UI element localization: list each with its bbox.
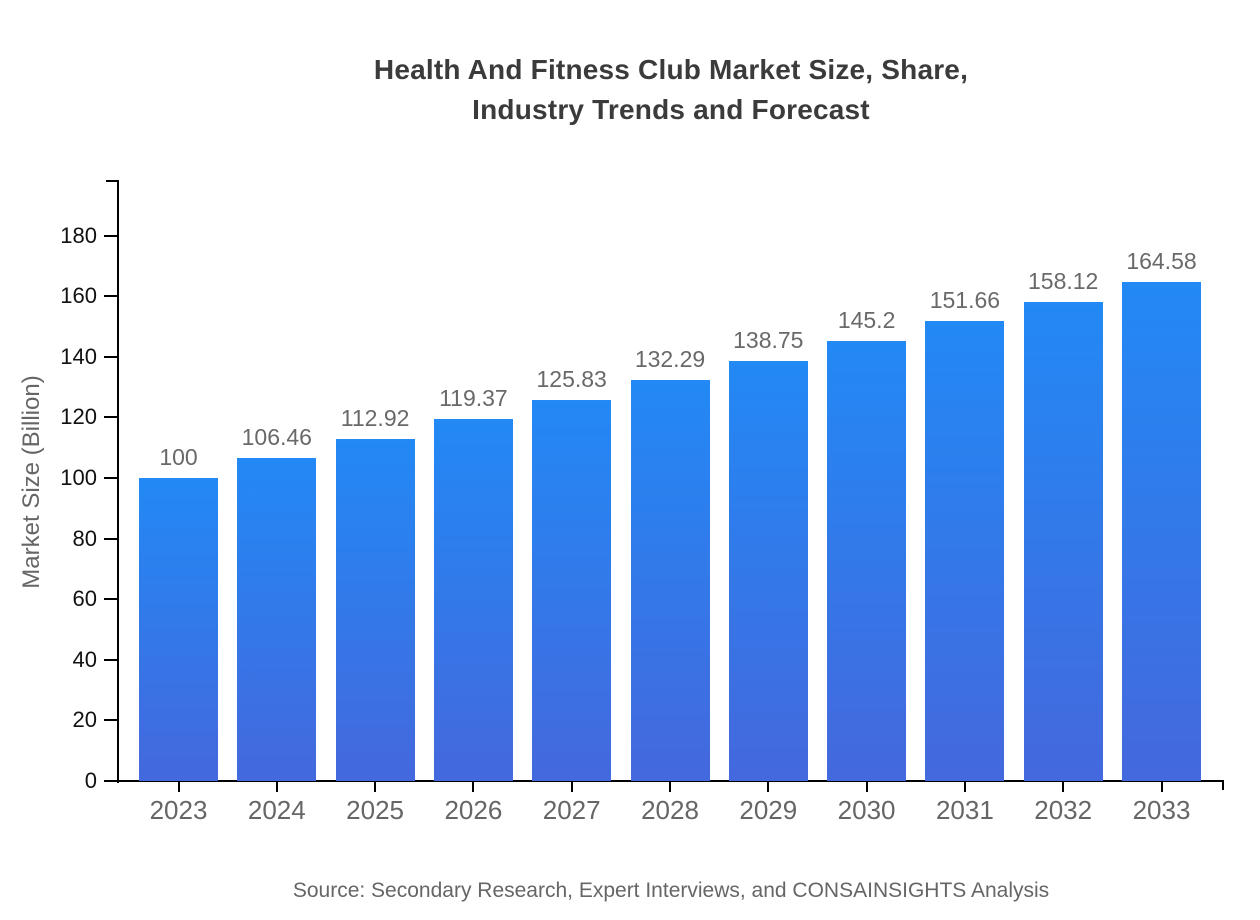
x-tick-label: 2023	[149, 795, 208, 825]
y-tick	[104, 719, 117, 722]
x-tick-label: 2025	[346, 795, 405, 825]
bar-value-label: 138.75	[733, 326, 804, 353]
x-tick	[1160, 782, 1163, 792]
y-tick-label: 60	[72, 586, 97, 612]
y-tick-label: 140	[60, 343, 97, 369]
bar	[1122, 282, 1201, 781]
y-tick-label: 180	[60, 222, 97, 248]
bar	[728, 360, 808, 781]
y-tick	[104, 476, 117, 479]
x-tick	[963, 782, 966, 792]
y-tick	[104, 537, 117, 540]
bar	[630, 380, 710, 781]
x-tick-label: 2028	[641, 795, 699, 825]
bar	[433, 419, 513, 781]
y-tick	[104, 416, 117, 419]
x-tick-label: 2033	[1132, 795, 1191, 825]
y-tick-label: 20	[72, 707, 97, 733]
y-tick	[104, 234, 117, 237]
x-tick	[177, 782, 180, 792]
y-axis-line	[117, 180, 119, 783]
bar	[335, 438, 415, 781]
x-tick	[374, 782, 377, 792]
y-tick	[104, 780, 117, 782]
y-tick-label: 120	[60, 404, 97, 430]
bar-value-label: 158.12	[1028, 267, 1099, 294]
bar-value-label: 125.83	[536, 365, 607, 392]
x-tick-label: 2030	[837, 795, 896, 825]
y-tick-label: 100	[60, 464, 97, 490]
y-tick-label: 80	[72, 525, 97, 551]
source-note: Source: Secondary Research, Expert Inter…	[292, 879, 1050, 902]
x-tick	[767, 782, 770, 792]
x-tick-label: 2032	[1034, 795, 1093, 825]
x-tick	[1062, 782, 1065, 792]
bar-value-label: 145.2	[837, 306, 896, 333]
bar-value-label: 151.66	[929, 287, 1001, 314]
bar-value-label: 106.46	[241, 424, 312, 451]
bar	[925, 321, 1005, 781]
bar-value-label: 132.29	[634, 346, 706, 373]
x-tick-label: 2024	[247, 795, 306, 825]
x-tick	[472, 782, 475, 792]
bar-value-label: 119.37	[439, 385, 508, 412]
bar	[827, 340, 907, 781]
x-tick	[275, 782, 278, 792]
chart-title-line-2: Industry Trends and Forecast	[472, 94, 870, 125]
y-tick-label: 40	[72, 646, 97, 672]
bar	[1023, 301, 1103, 781]
x-tick-label: 2029	[739, 795, 798, 825]
x-tick-label: 2027	[542, 795, 601, 825]
bar-value-label: 164.58	[1126, 248, 1197, 275]
y-axis-end-cap	[106, 180, 119, 182]
x-tick	[669, 782, 671, 792]
bar-value-label: 100	[159, 443, 198, 470]
y-tick	[104, 295, 117, 298]
bar	[139, 477, 218, 781]
bar	[237, 458, 317, 781]
x-tick	[570, 782, 573, 792]
y-tick	[104, 355, 117, 358]
bar-value-label: 112.92	[340, 404, 410, 431]
bar	[532, 399, 612, 781]
x-tick	[865, 782, 868, 792]
chart-title: Health And Fitness Club Market Size, Sha…	[120, 50, 1222, 130]
x-tick-label: 2031	[935, 795, 994, 825]
x-axis-end-cap	[1222, 780, 1224, 790]
y-tick	[104, 598, 117, 601]
x-axis-line	[117, 780, 1224, 782]
y-tick	[104, 658, 117, 661]
x-tick-label: 2026	[444, 795, 503, 825]
y-tick-label: 0	[84, 768, 97, 793]
chart-title-line-1: Health And Fitness Club Market Size, Sha…	[373, 54, 969, 85]
y-tick-label: 160	[60, 283, 97, 309]
